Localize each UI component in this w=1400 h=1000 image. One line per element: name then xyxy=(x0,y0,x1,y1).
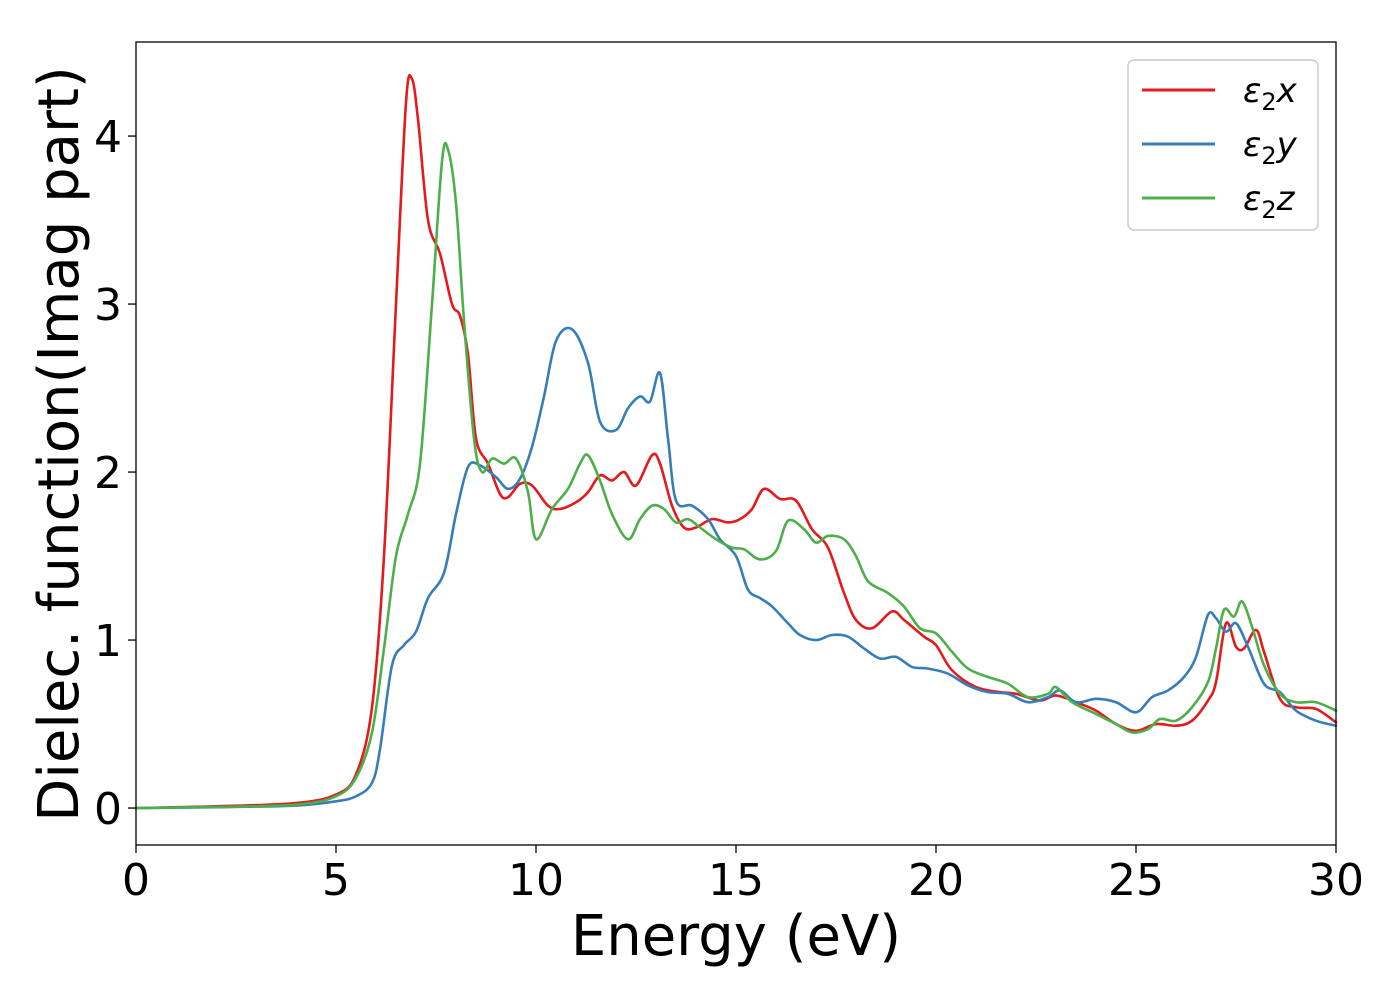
x-tick-label: 20 xyxy=(908,855,964,906)
legend-label-subscript: 2 xyxy=(1261,196,1276,224)
legend-label-symbol: ε xyxy=(1243,179,1261,219)
legend-label-y: ε2y xyxy=(1243,125,1298,170)
legend-label-subscript: 2 xyxy=(1261,88,1276,116)
y-tick-label: 3 xyxy=(94,280,122,331)
series-line-x xyxy=(134,73,1338,810)
legend-label-subscript: 2 xyxy=(1261,142,1276,170)
y-axis-title: Dielec. function(Imag part) xyxy=(27,66,92,822)
legend-box xyxy=(1127,59,1319,231)
legend-label-symbol: ε xyxy=(1243,125,1261,165)
legend-label-axis: y xyxy=(1276,125,1298,165)
series-layer xyxy=(134,73,1338,810)
x-tick-label: 25 xyxy=(1108,855,1164,906)
y-tick-label: 0 xyxy=(94,784,122,835)
series-line-z xyxy=(134,141,1338,810)
x-axis-ticks: 0 5 10 15 20 25 30 xyxy=(122,845,1364,906)
x-tick-label: 30 xyxy=(1308,855,1364,906)
y-tick-label: 4 xyxy=(94,112,122,163)
y-axis-ticks: 0 1 2 3 4 xyxy=(94,112,136,835)
legend-label-x: ε2x xyxy=(1243,71,1298,116)
series-line-y xyxy=(134,326,1338,810)
legend-label-axis: z xyxy=(1276,179,1296,219)
legend-label-symbol: ε xyxy=(1243,71,1261,111)
legend-label-z: ε2z xyxy=(1243,179,1296,224)
x-tick-label: 15 xyxy=(708,855,764,906)
legend-label-axis: x xyxy=(1276,71,1298,111)
x-axis-title: Energy (eV) xyxy=(571,904,901,969)
x-tick-label: 0 xyxy=(122,855,150,906)
x-tick-label: 5 xyxy=(322,855,350,906)
y-tick-label: 1 xyxy=(94,616,122,667)
y-tick-label: 2 xyxy=(94,448,122,499)
x-tick-label: 10 xyxy=(508,855,564,906)
